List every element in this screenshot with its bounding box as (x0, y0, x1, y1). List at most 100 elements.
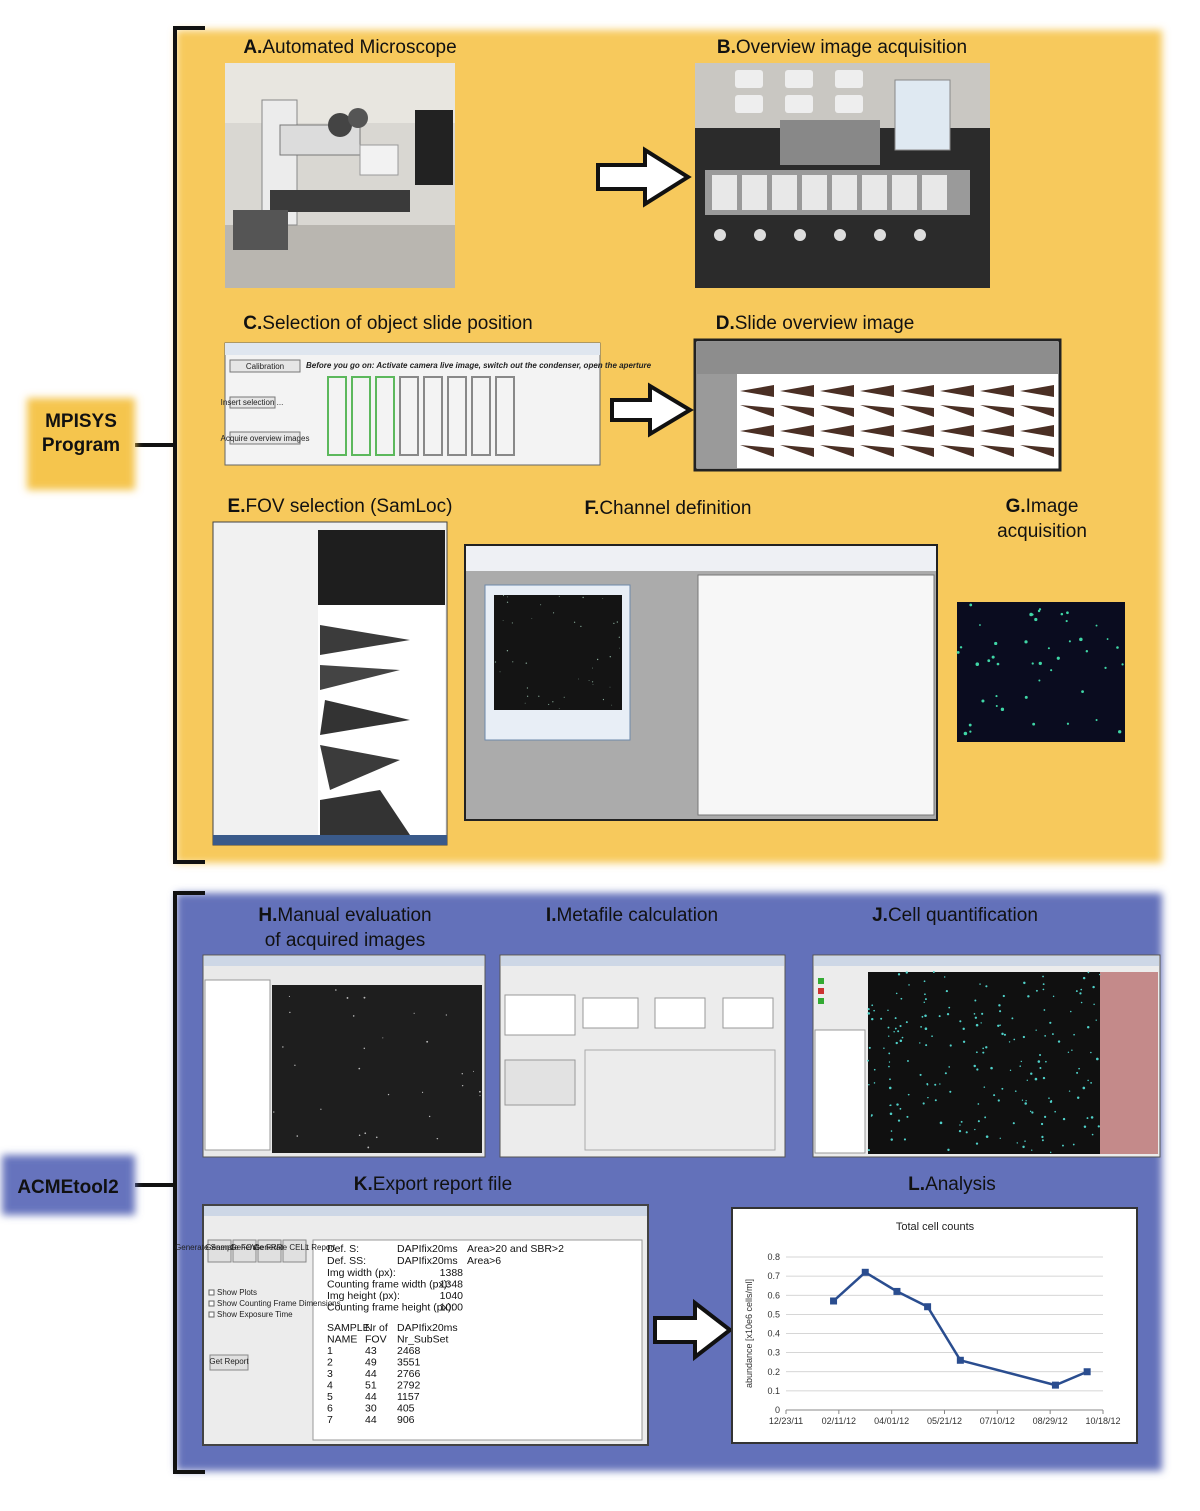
cell-dot (1091, 1133, 1094, 1136)
panel-title-text: Selection of object slide position (262, 313, 532, 334)
cell-dot (999, 1010, 1002, 1013)
button-label: Generate FRR Report (230, 1243, 309, 1252)
cell-dot (296, 1135, 299, 1137)
cell-dot (919, 1073, 922, 1076)
cell-dot (428, 1115, 431, 1118)
cell-dot (1068, 640, 1071, 643)
cell-dot (479, 1095, 481, 1097)
specimen (740, 445, 774, 457)
specimen (1020, 405, 1054, 417)
cell-dot (924, 1027, 928, 1030)
cell-dot (552, 701, 554, 703)
panel-title-text: Analysis (925, 1174, 996, 1195)
cell-dot (1076, 1071, 1079, 1074)
cell-dot (548, 703, 550, 706)
definition-key: Def. S: (327, 1243, 359, 1255)
cell-dot (922, 1102, 925, 1105)
cell-dot (987, 659, 991, 663)
screenshot-channel-definition (464, 544, 938, 821)
cell-dot (540, 604, 542, 606)
cell-dot (969, 603, 973, 607)
cell-dot (1012, 1122, 1015, 1125)
cell-dot (977, 1120, 980, 1123)
definition-rule: Area>6 (467, 1255, 501, 1267)
option-label: Show Exposure Time (217, 1310, 293, 1319)
cell-dot (900, 997, 903, 1000)
cell-dot (1024, 695, 1028, 699)
cell-dot (958, 1129, 962, 1133)
panel-title: A.Automated Microscope (243, 37, 456, 58)
cell-dot (960, 1120, 963, 1123)
specimen (820, 405, 854, 417)
instruction: Before you go on: Activate camera live i… (306, 361, 652, 370)
panel-title: H.Manual evaluation (258, 905, 431, 926)
cell-dot (1049, 1151, 1052, 1154)
cell-dot (921, 1015, 924, 1018)
specimen (1020, 425, 1054, 437)
cell-dot (591, 681, 594, 683)
cell-dot (888, 1035, 890, 1037)
cell-dot (461, 1073, 463, 1075)
cell-dot (1078, 1067, 1080, 1070)
panel-title-text: Manual evaluation (277, 905, 431, 926)
panel-title-text: Cell quantification (888, 905, 1038, 926)
cell-dot (1070, 1010, 1072, 1013)
cell-dot (1121, 663, 1124, 666)
cell-dot (959, 1124, 961, 1126)
cell-dot (1093, 1003, 1095, 1006)
cell-dot (905, 971, 908, 974)
cell-dot (907, 1060, 909, 1062)
cell-dot (588, 679, 590, 681)
panel-letter: K. (354, 1174, 373, 1195)
cell-dot (1066, 611, 1069, 615)
cell-dot (352, 1015, 355, 1017)
cell-dot (889, 1112, 893, 1116)
x-tick-label: 12/23/11 (769, 1416, 803, 1426)
table-header: Nr_SubSet (397, 1334, 448, 1346)
cell-dot (945, 989, 948, 993)
point (1051, 1381, 1059, 1389)
cell-dot (609, 686, 611, 688)
cell-dot (580, 625, 582, 628)
cell-dot (1086, 1026, 1090, 1029)
specimen (780, 385, 814, 397)
cell-dot (1019, 1065, 1021, 1067)
cell-dot (999, 1137, 1001, 1139)
option-label: Show Plots (217, 1288, 257, 1297)
cell-dot (981, 699, 985, 703)
cell-dot (1022, 1035, 1026, 1039)
cell-dot (1049, 1100, 1053, 1104)
cell-dot (1044, 1035, 1047, 1037)
cell-dot (897, 1030, 900, 1033)
cell-dot (1054, 1110, 1056, 1113)
cell-dot (948, 1006, 951, 1009)
table-cell: 2 (327, 1357, 333, 1369)
specimen (1020, 445, 1054, 457)
cell-dot (1079, 637, 1083, 642)
cell-dot (867, 1012, 871, 1015)
cell-dot (375, 1136, 378, 1139)
table-cell: 51 (365, 1380, 377, 1392)
cell-dot (993, 1094, 996, 1097)
cell-dot (1080, 988, 1083, 991)
specimen (940, 425, 974, 437)
cell-dot (995, 705, 998, 708)
button (232, 1239, 257, 1263)
cell-dot (1066, 722, 1070, 725)
cell-dot (1056, 656, 1060, 660)
button-label: Generate FOV Report (205, 1243, 284, 1252)
cell-dot (288, 995, 290, 998)
cell-dot (1081, 690, 1084, 694)
y-tick-label: 0.2 (767, 1367, 780, 1377)
table-cell: 405 (397, 1403, 415, 1415)
cell-dot (888, 1065, 890, 1068)
cell-dot (868, 1046, 871, 1049)
cell-dot (1065, 619, 1068, 623)
chart-frame (731, 1207, 1138, 1444)
cell-dot (873, 1068, 876, 1071)
cell-dot (985, 1046, 988, 1049)
cell-dot (1071, 1049, 1073, 1051)
x-tick-label: 02/11/12 (822, 1416, 856, 1426)
cell-dot (1042, 983, 1045, 986)
cell-dot (905, 1021, 908, 1024)
